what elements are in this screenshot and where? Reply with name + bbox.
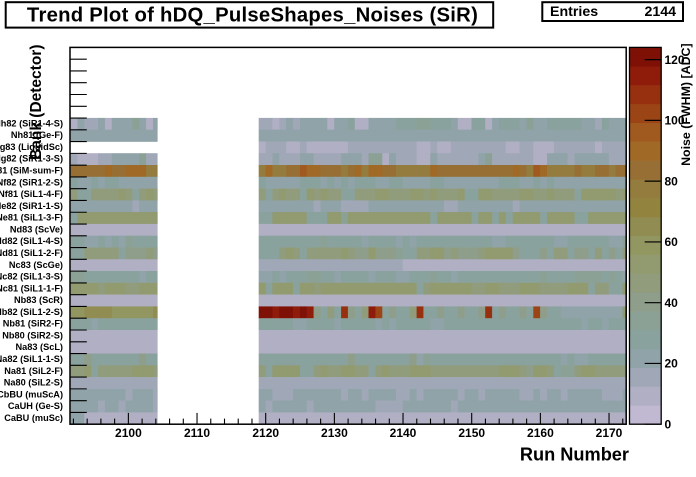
svg-text:60: 60 — [665, 235, 679, 249]
svg-text:2110: 2110 — [184, 426, 210, 440]
svg-text:Nc81 (SiL1-1-F): Nc81 (SiL1-1-F) — [0, 283, 63, 293]
svg-text:20: 20 — [665, 357, 679, 371]
svg-text:Ng82 (SiR1-3-S): Ng82 (SiR1-3-S) — [0, 154, 63, 164]
svg-text:120: 120 — [665, 53, 685, 67]
svg-text:Nh82 (SiR1-4-S): Nh82 (SiR1-4-S) — [0, 118, 63, 128]
svg-text:40: 40 — [665, 296, 679, 310]
svg-text:Nh81 (Ge-F): Nh81 (Ge-F) — [11, 130, 63, 140]
svg-text:CbBU (muScA): CbBU (muScA) — [0, 389, 63, 399]
svg-text:Ng81 (SiM-sum-F): Ng81 (SiM-sum-F) — [0, 166, 63, 176]
svg-text:CaUH (Ge-S): CaUH (Ge-S) — [8, 401, 63, 411]
svg-text:Na80 (SiL2-S): Na80 (SiL2-S) — [4, 378, 63, 388]
svg-text:Bank (Detector): Bank (Detector) — [28, 45, 45, 160]
svg-text:Ng83 (LiquidSc): Ng83 (LiquidSc) — [0, 142, 63, 152]
svg-text:Nc82 (SiL1-3-S): Nc82 (SiL1-3-S) — [0, 272, 63, 282]
svg-text:Nb83 (ScR): Nb83 (ScR) — [14, 295, 63, 305]
svg-text:Nb81 (SiR2-F): Nb81 (SiR2-F) — [3, 319, 63, 329]
svg-text:Noise (FWHM) [ADC]: Noise (FWHM) [ADC] — [679, 43, 693, 166]
svg-text:Nb80 (SiR2-S): Nb80 (SiR2-S) — [2, 330, 63, 340]
svg-text:Run Number: Run Number — [520, 445, 629, 465]
svg-text:Nd82 (SiL1-4-S): Nd82 (SiL1-4-S) — [0, 236, 63, 246]
svg-text:0: 0 — [665, 417, 672, 431]
svg-text:Nb82 (SiL1-2-S): Nb82 (SiL1-2-S) — [0, 307, 63, 317]
svg-text:Ne82 (SiR1-1-S): Ne82 (SiR1-1-S) — [0, 201, 63, 211]
svg-text:2170: 2170 — [596, 426, 623, 440]
svg-text:2140: 2140 — [390, 426, 417, 440]
svg-text:Na82 (SiL1-1-S): Na82 (SiL1-1-S) — [0, 354, 63, 364]
svg-text:80: 80 — [665, 174, 679, 188]
svg-text:2144: 2144 — [644, 4, 676, 20]
svg-text:2160: 2160 — [527, 426, 554, 440]
svg-text:2120: 2120 — [252, 426, 279, 440]
svg-text:100: 100 — [665, 114, 685, 128]
svg-text:Nd83 (ScVe): Nd83 (ScVe) — [10, 224, 63, 234]
svg-text:Trend Plot of hDQ_PulseShapes_: Trend Plot of hDQ_PulseShapes_Noises (Si… — [27, 5, 478, 27]
svg-text:2130: 2130 — [321, 426, 348, 440]
svg-text:Na83 (ScL): Na83 (ScL) — [16, 342, 64, 352]
svg-text:Nd81 (SiL1-2-F): Nd81 (SiL1-2-F) — [0, 248, 63, 258]
svg-text:Nc83 (ScGe): Nc83 (ScGe) — [9, 260, 63, 270]
svg-text:Na81 (SiL2-F): Na81 (SiL2-F) — [4, 366, 63, 376]
svg-text:Nf81 (SiL1-4-F): Nf81 (SiL1-4-F) — [0, 189, 63, 199]
svg-text:2150: 2150 — [458, 426, 485, 440]
svg-text:2100: 2100 — [115, 426, 142, 440]
svg-text:Ne81 (SiL1-3-F): Ne81 (SiL1-3-F) — [0, 213, 63, 223]
svg-text:CaBU (muSc): CaBU (muSc) — [4, 413, 63, 423]
svg-text:Nf82 (SiR1-2-S): Nf82 (SiR1-2-S) — [0, 177, 63, 187]
svg-text:Entries: Entries — [550, 4, 598, 20]
